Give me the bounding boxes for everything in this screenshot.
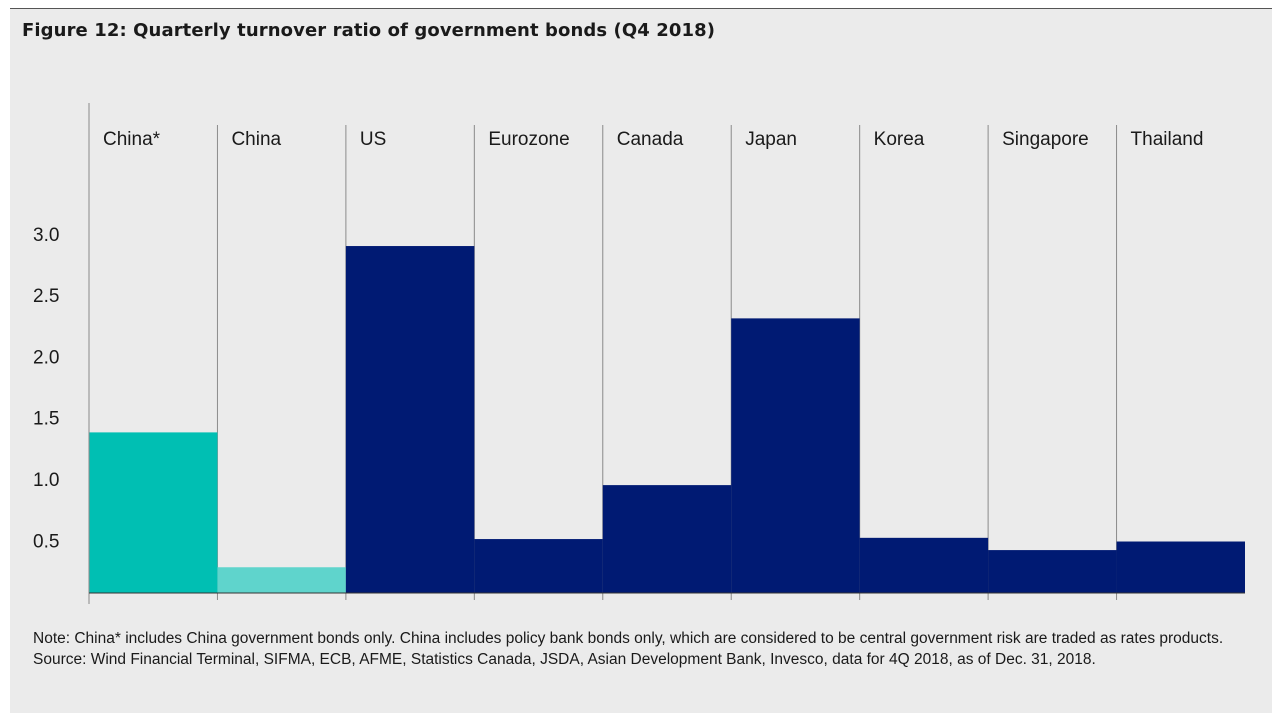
category-label: Singapore (1002, 129, 1089, 150)
y-tick-label: 3.0 (33, 225, 59, 246)
chart-panel (10, 8, 1272, 713)
y-tick-label: 0.5 (33, 531, 59, 552)
category-label: China (231, 129, 281, 150)
bar-us (345, 246, 475, 594)
category-label: China* (103, 129, 161, 150)
category-label: Thailand (1131, 129, 1204, 150)
bar-singapore (988, 550, 1117, 593)
chart-title: Figure 12: Quarterly turnover ratio of g… (22, 20, 716, 41)
y-tick-labels: 0.5 1.0 1.5 2.0 2.5 3.0 (33, 225, 59, 552)
category-label: Eurozone (488, 129, 569, 150)
category-label: Japan (745, 129, 797, 150)
bar-china- (89, 432, 218, 593)
bar-korea (859, 537, 989, 593)
category-label: Korea (874, 129, 925, 150)
y-tick-label: 1.0 (33, 470, 59, 491)
x-axis (88, 103, 1245, 604)
source-text: Source: Wind Financial Terminal, SIFMA, … (33, 651, 1096, 668)
y-tick-label: 2.0 (33, 347, 59, 368)
y-tick-label: 2.5 (33, 286, 59, 307)
bar-canada (602, 485, 732, 593)
bar-china (217, 567, 346, 593)
note-text: Note: China* includes China government b… (33, 630, 1224, 647)
category-label: US (360, 129, 386, 150)
y-tick-label: 1.5 (33, 409, 59, 430)
category-labels: China* China US Eurozone Canada Japan Korea Sin… (103, 129, 1203, 150)
bar-eurozone (474, 539, 603, 593)
category-label: Canada (617, 129, 684, 150)
bar-japan (731, 318, 860, 593)
footnotes: Note: China* includes China government b… (33, 628, 1253, 670)
bars (89, 246, 1245, 594)
bar-thailand (1116, 541, 1245, 593)
